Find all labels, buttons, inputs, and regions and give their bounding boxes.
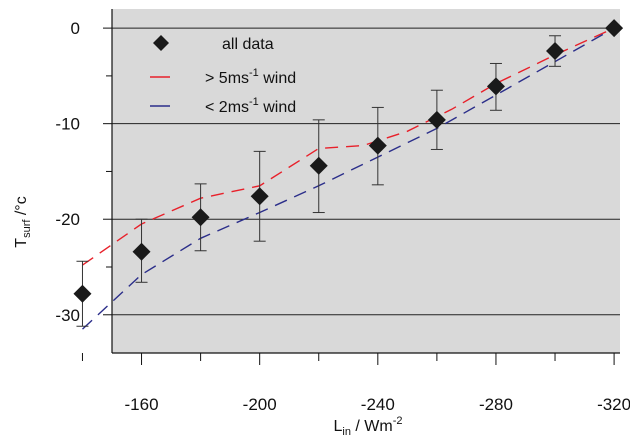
legend-label-sup: -1: [249, 67, 259, 79]
y-axis-label-rest: /°c: [13, 196, 30, 219]
data-point: [191, 208, 210, 227]
y-tick-label: 0: [71, 19, 80, 38]
x-tick-label: -280: [479, 395, 513, 414]
series-line: [82, 27, 615, 266]
y-tick-label: -10: [55, 115, 80, 134]
y-tick-label: -20: [55, 210, 80, 229]
data-point: [132, 242, 151, 261]
legend-label-suffix: wind: [259, 99, 296, 116]
data-point: [250, 187, 269, 206]
data-point: [605, 19, 624, 38]
trend-lines: [82, 27, 615, 330]
x-axis-label-sub: in: [342, 426, 351, 438]
legend-label-sup: -1: [249, 96, 259, 108]
y-axis-label: Tsurf /°c: [13, 196, 33, 247]
legend-label-main: < 2ms: [205, 99, 249, 116]
data-point: [368, 136, 387, 155]
data-point: [73, 284, 92, 303]
x-tick-label: -240: [361, 395, 395, 414]
x-axis-label-rest: / Wm: [351, 418, 393, 435]
legend-label: > 5ms-1 wind: [205, 67, 296, 87]
x-tick-label: -200: [243, 395, 277, 414]
x-axis-label-sup: -2: [393, 415, 403, 427]
data-point: [427, 110, 446, 129]
series-line: [82, 27, 615, 330]
y-axis-label-sub: surf: [21, 219, 33, 238]
x-axis-label: Lin / Wm-2: [333, 415, 402, 438]
legend: all data> 5ms-1 wind< 2ms-1 wind: [150, 35, 296, 116]
y-tick-label: -30: [55, 306, 80, 325]
data-points: [73, 19, 624, 303]
x-tick-label: -320: [597, 395, 630, 414]
y-axis-label-main: T: [13, 238, 30, 248]
x-axis-label-main: L: [333, 418, 342, 435]
legend-label-suffix: wind: [259, 70, 296, 87]
data-point: [546, 42, 565, 61]
plot-area: [112, 9, 620, 353]
data-point: [309, 156, 328, 175]
x-tick-label: -160: [125, 395, 159, 414]
axes: 0 -10 -20 -30 -160 -200 -240 -280 -320: [55, 9, 630, 414]
legend-label-main: > 5ms: [205, 70, 249, 87]
data-point: [486, 77, 505, 96]
legend-marker: [153, 35, 169, 51]
legend-label: all data: [222, 36, 274, 53]
legend-label: < 2ms-1 wind: [205, 96, 296, 116]
